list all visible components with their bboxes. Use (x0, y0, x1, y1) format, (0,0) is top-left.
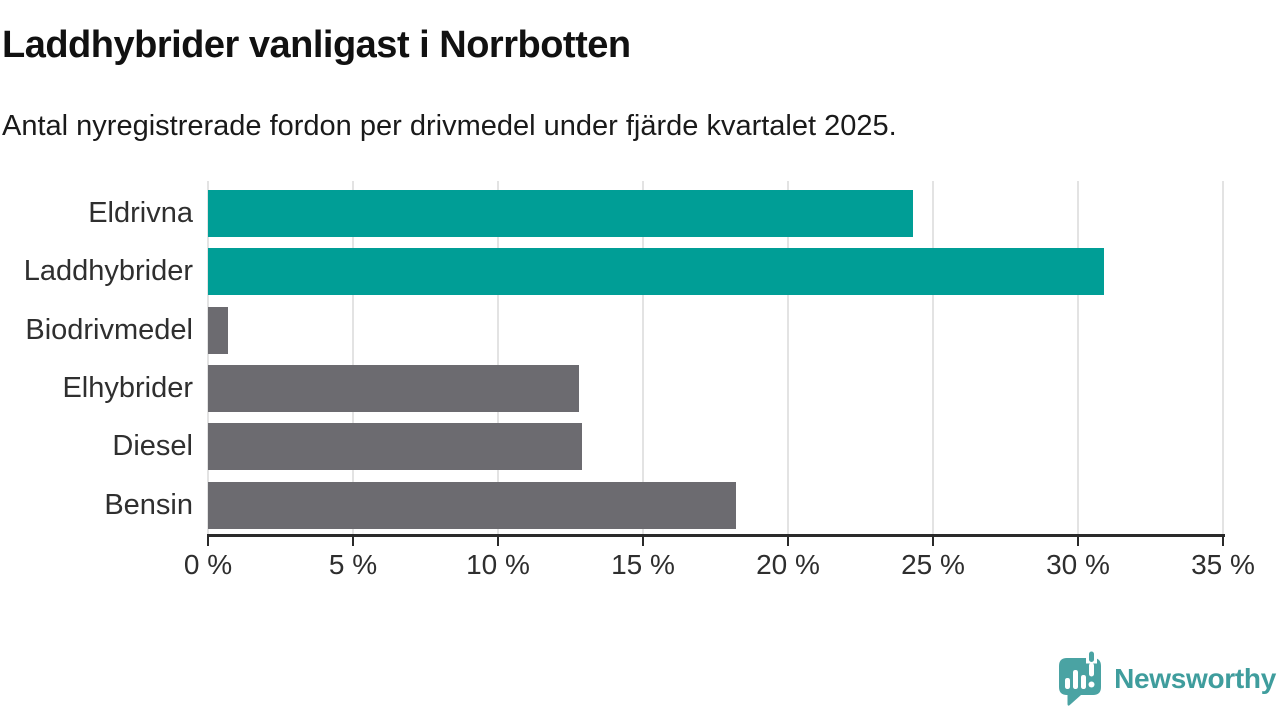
chart-subtitle: Antal nyregistrerade fordon per drivmede… (2, 110, 897, 142)
x-axis-tick-label-10: 10 % (466, 549, 530, 580)
bar-laddhybrider (208, 248, 1105, 296)
x-axis-tick-0 (207, 537, 209, 546)
category-label-diesel: Diesel (112, 430, 193, 463)
category-label-elhybrider: Elhybrider (62, 371, 193, 404)
category-label-eldrivna: Eldrivna (88, 197, 193, 229)
x-axis-tick-5 (352, 537, 354, 546)
bar-bensin (208, 481, 736, 529)
gridline-30 (1077, 181, 1079, 534)
chart-title: Laddhybrider vanligast i Norrbotten (2, 24, 631, 66)
x-axis-tick-label-30: 30 % (1046, 549, 1110, 580)
gridline-35 (1222, 181, 1224, 534)
bar-biodrivmedel (208, 306, 229, 354)
gridline-20 (787, 181, 789, 534)
newsworthy-branding: Newsworthy (1055, 650, 1276, 708)
category-label-bensin: Bensin (104, 488, 193, 521)
bar-eldrivna (208, 190, 913, 237)
x-axis-tick-30 (1077, 537, 1079, 546)
gridline-10 (497, 181, 499, 534)
bar-chart-speech-bubble-icon (1059, 651, 1102, 706)
x-axis-tick-20 (787, 537, 789, 546)
gridline-25 (932, 181, 934, 534)
x-axis-tick-25 (932, 537, 934, 546)
gridline-5 (352, 181, 354, 534)
x-axis-tick-label-5: 5 % (328, 549, 378, 580)
x-axis-tick-label-20: 20 % (756, 549, 820, 580)
x-axis-line (206, 534, 1225, 537)
bar-elhybrider (208, 364, 580, 412)
x-axis-tick-label-0: 0 % (183, 549, 233, 580)
category-label-biodrivmedel: Biodrivmedel (25, 313, 193, 346)
gridline-0 (207, 181, 209, 534)
brand-name: Newsworthy (1114, 663, 1276, 694)
x-axis-tick-35 (1222, 537, 1224, 546)
gridline-15 (642, 181, 644, 534)
x-axis-tick-10 (497, 537, 499, 546)
x-axis-tick-label-15: 15 % (611, 549, 675, 580)
category-label-laddhybrider: Laddhybrider (23, 255, 193, 288)
bar-diesel (208, 423, 583, 471)
x-axis-tick-label-25: 25 % (901, 549, 965, 580)
x-axis-tick-15 (642, 537, 644, 546)
x-axis-tick-label-35: 35 % (1191, 549, 1255, 580)
